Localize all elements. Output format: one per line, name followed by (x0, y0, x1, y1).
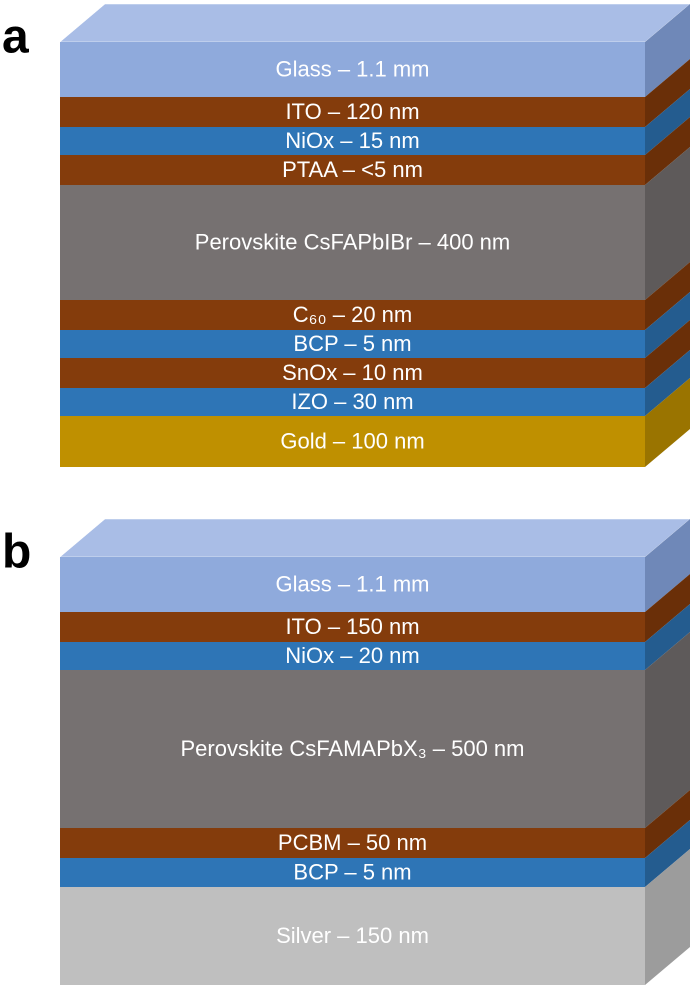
layer-front (60, 185, 645, 300)
layer-side (645, 790, 690, 858)
layer-front (60, 155, 645, 185)
layer-label: SnOx – 10 nm (282, 360, 423, 385)
layer-label: C₆₀ – 20 nm (293, 302, 413, 327)
layer-front (60, 97, 645, 127)
layer-side (645, 632, 690, 828)
layer-front (60, 300, 645, 330)
layer-front (60, 612, 645, 642)
layer-label: BCP – 5 nm (293, 859, 411, 884)
layer-label: ITO – 120 nm (285, 99, 419, 124)
layer-side (645, 849, 690, 985)
layer-label: BCP – 5 nm (293, 331, 411, 356)
layer-front (60, 828, 645, 858)
layer-label: Glass – 1.1 mm (275, 571, 429, 596)
layer-side (645, 89, 690, 155)
layer-label: PCBM – 50 nm (278, 830, 427, 855)
layer-side (645, 262, 690, 330)
layer-side (645, 117, 690, 185)
layer-side (645, 604, 690, 670)
layer-front (60, 557, 645, 612)
layer-side (645, 320, 690, 388)
layer-front (60, 42, 645, 97)
layer-side (645, 574, 690, 642)
layer-label: Silver – 150 nm (276, 923, 429, 948)
layer-side (645, 350, 690, 416)
layer-label: IZO – 30 nm (291, 389, 413, 414)
panel-label: b (2, 526, 31, 579)
layer-side (645, 519, 690, 612)
layer-label: Glass – 1.1 mm (275, 56, 429, 81)
layer-front (60, 642, 645, 670)
layer-front (60, 670, 645, 828)
layer-side (645, 292, 690, 358)
layer-front (60, 330, 645, 358)
layer-front (60, 358, 645, 388)
layer-label: Perovskite CsFAPbIBr – 400 nm (195, 229, 510, 254)
layer-side (645, 378, 690, 467)
panel-label: a (2, 11, 29, 64)
layer-label: ITO – 150 nm (285, 614, 419, 639)
top-face (59, 518, 691, 558)
layer-label: NiOx – 15 nm (285, 128, 420, 153)
layer-label: Perovskite CsFAMAPbX₃ – 500 nm (181, 736, 525, 761)
layer-label: Gold – 100 nm (280, 428, 424, 453)
layer-front (60, 887, 645, 985)
layer-front (60, 858, 645, 887)
layer-side (645, 4, 690, 97)
layer-front (60, 416, 645, 467)
layer-front (60, 127, 645, 155)
layer-label: PTAA – <5 nm (282, 157, 423, 182)
layer-front (60, 388, 645, 416)
layer-side (645, 59, 690, 127)
layer-label: NiOx – 20 nm (285, 643, 420, 668)
layer-side (645, 820, 690, 887)
layer-side (645, 147, 690, 300)
top-face (59, 3, 691, 43)
